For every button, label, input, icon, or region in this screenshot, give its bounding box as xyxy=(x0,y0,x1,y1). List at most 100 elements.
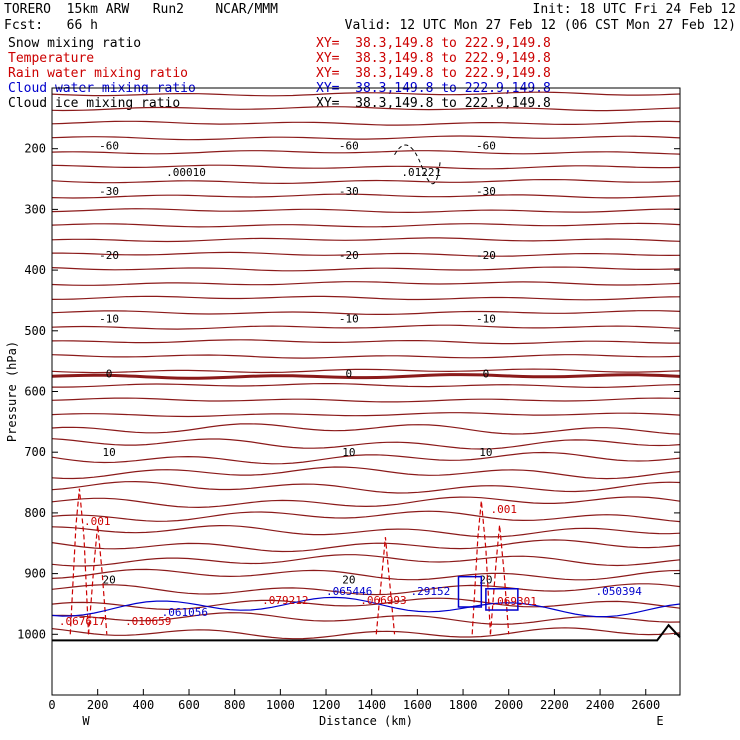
isotherm-line xyxy=(51,150,681,155)
x-axis-label: Distance (km) xyxy=(319,714,413,728)
isotherm-line xyxy=(51,554,681,567)
isotherm-label: -30 xyxy=(339,185,359,198)
isotherm-line xyxy=(51,451,681,465)
isotherm-label: -10 xyxy=(339,313,359,326)
isotherm-label: 0 xyxy=(483,367,490,380)
y-tick-label: 900 xyxy=(24,567,46,581)
contour-value-label: .067617 xyxy=(59,615,105,628)
isotherm-line xyxy=(51,524,681,538)
isotherm-line xyxy=(51,466,681,480)
rain-contour xyxy=(471,500,492,635)
isotherm-label: 0 xyxy=(106,367,113,380)
isotherm-label: -30 xyxy=(476,185,496,198)
isotherm-label: 20 xyxy=(342,574,355,587)
y-tick-label: 700 xyxy=(24,445,46,459)
isotherm-label: -10 xyxy=(476,313,496,326)
isotherm-line xyxy=(51,106,681,112)
isotherm-line xyxy=(51,135,681,141)
contour-value-label: .01221 xyxy=(401,166,441,179)
y-axis-label: Pressure (hPa) xyxy=(5,341,19,442)
contour-value-label: .001 xyxy=(84,515,111,528)
isotherm-label: -10 xyxy=(99,313,119,326)
isotherm-line xyxy=(51,480,681,494)
rain-contour xyxy=(375,537,396,635)
x-tick-label: 1200 xyxy=(312,698,341,712)
y-tick-label: 1000 xyxy=(17,627,46,641)
isotherm-label: -30 xyxy=(99,185,119,198)
isotherm-label: -60 xyxy=(476,140,496,153)
isotherm-line xyxy=(51,208,680,214)
x-tick-label: 1000 xyxy=(266,698,295,712)
x-tick-label: 600 xyxy=(178,698,200,712)
rain-contour xyxy=(87,524,108,635)
y-tick-label: 200 xyxy=(24,142,46,156)
init-time: Init: 18 UTC Fri 24 Feb 12 xyxy=(532,2,737,17)
isotherm-line xyxy=(51,423,681,435)
isotherm-line xyxy=(51,222,681,228)
isotherm-line xyxy=(51,120,681,126)
isotherm-line xyxy=(51,568,681,581)
x-tick-label: 0 xyxy=(48,698,55,712)
rain-contour xyxy=(489,524,510,635)
isotherm-label: -20 xyxy=(99,249,119,262)
legend-label: Temperature xyxy=(8,51,95,66)
zero-isotherm-line xyxy=(51,373,681,380)
y-tick-label: 300 xyxy=(24,202,46,216)
isotherm-line xyxy=(51,295,681,301)
isotherm-line xyxy=(51,281,681,286)
isotherm-line xyxy=(51,397,681,403)
legend-xy: XY= 38.3,149.8 to 222.9,149.8 xyxy=(316,36,551,51)
x-tick-label: 200 xyxy=(87,698,109,712)
isotherm-line xyxy=(51,627,681,640)
contour-value-label: .010659 xyxy=(125,615,171,628)
y-tick-label: 800 xyxy=(24,506,46,520)
isotherm-label: -60 xyxy=(99,140,119,153)
x-tick-label: 1400 xyxy=(357,698,386,712)
legend-xy: XY= 38.3,149.8 to 222.9,149.8 xyxy=(316,96,551,111)
contour-value-label: .001 xyxy=(490,503,517,516)
isotherm-line xyxy=(51,237,681,243)
isotherm-line xyxy=(51,164,681,170)
x-tick-label: 1600 xyxy=(403,698,432,712)
cloud-water-cell xyxy=(457,575,483,608)
isotherm-label: 20 xyxy=(102,574,115,587)
isotherm-line xyxy=(51,179,681,185)
cloud-water-contour xyxy=(51,596,681,618)
isotherm-line xyxy=(51,612,681,625)
legend-xy: XY= 38.3,149.8 to 222.9,149.8 xyxy=(316,66,551,81)
isotherm-label: -60 xyxy=(339,140,359,153)
x-tick-label: 1800 xyxy=(449,698,478,712)
y-tick-label: 400 xyxy=(24,263,46,277)
rain-contour xyxy=(69,488,90,635)
isotherm-line xyxy=(51,193,681,199)
contour-value-label: .061056 xyxy=(162,606,208,619)
cloud-ice-contour xyxy=(394,144,441,185)
isotherm-label: 10 xyxy=(102,446,115,459)
isotherm-line xyxy=(51,354,681,359)
isotherm-line xyxy=(51,324,681,330)
x-tick-label: 2200 xyxy=(540,698,569,712)
isotherm-line xyxy=(51,310,681,315)
isotherm-label: 10 xyxy=(342,446,355,459)
cloud-water-cell xyxy=(485,588,519,611)
model-title: TORERO 15km ARW Run2 NCAR/MMM xyxy=(4,2,278,17)
isotherm-line xyxy=(51,583,681,596)
isotherm-line xyxy=(51,266,681,272)
isotherm-label: 10 xyxy=(479,446,492,459)
isotherm-line xyxy=(51,597,681,611)
contour-value-label: .069301 xyxy=(490,595,536,608)
y-tick-label: 500 xyxy=(24,324,46,338)
contour-value-label: .066993 xyxy=(360,594,406,607)
contour-value-label: .065446 xyxy=(326,585,372,598)
contour-value-label: .050394 xyxy=(596,585,643,598)
isotherm-line xyxy=(51,412,681,418)
x-tick-label: 2000 xyxy=(494,698,523,712)
isotherm-line xyxy=(51,496,681,509)
legend-label: Rain water mixing ratio xyxy=(8,66,189,81)
east-label: E xyxy=(656,714,663,728)
isotherm-label: -20 xyxy=(339,249,359,262)
terrain-line xyxy=(52,623,681,642)
x-tick-label: 2600 xyxy=(631,698,660,712)
isotherm-line xyxy=(51,510,681,523)
